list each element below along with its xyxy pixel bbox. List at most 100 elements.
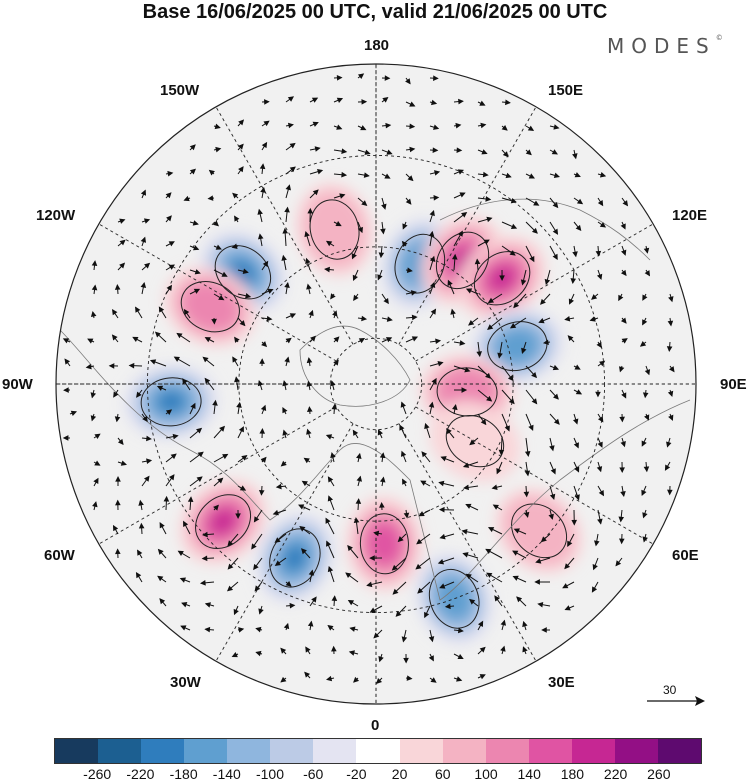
wind-vector <box>620 317 627 324</box>
wind-vector <box>141 218 151 224</box>
wind-vector <box>135 306 143 319</box>
wind-vector <box>93 477 99 487</box>
wind-vector <box>258 485 265 496</box>
wind-vector <box>525 365 538 379</box>
lon-label-180: 180 <box>364 37 390 54</box>
wind-vector <box>326 675 335 682</box>
wind-vector <box>501 124 508 131</box>
wind-vector <box>274 557 287 566</box>
wind-vector <box>444 603 455 610</box>
colorbar-swatch <box>141 739 185 763</box>
wind-vector <box>453 653 464 660</box>
wind-vector <box>258 605 264 615</box>
wind-vector <box>138 522 145 535</box>
wind-vector <box>261 141 268 151</box>
wind-vector <box>90 389 97 399</box>
wind-vector <box>453 627 464 634</box>
wind-vector <box>325 434 335 440</box>
colorbar-tick-label: 140 <box>517 766 541 782</box>
wind-vector <box>237 166 244 175</box>
wind-vector <box>309 168 324 175</box>
wind-vector <box>309 146 321 152</box>
wind-vector <box>232 192 239 199</box>
map-title: Base 16/06/2025 00 UTC, valid 21/06/2025… <box>142 1 608 23</box>
wind-vector <box>213 425 225 439</box>
wind-vector <box>549 364 560 371</box>
wind-vector <box>424 605 431 619</box>
wind-vector <box>307 620 314 631</box>
wind-vector <box>159 522 167 535</box>
wind-vector <box>429 75 439 81</box>
wind-vector <box>395 605 407 617</box>
colorbar-swatch <box>98 739 142 763</box>
wind-vector <box>91 260 98 271</box>
wind-vector <box>117 239 126 247</box>
wind-vector <box>237 455 248 463</box>
wind-vector <box>573 389 583 395</box>
wind-vector <box>428 230 435 247</box>
wind-vector <box>333 148 348 154</box>
land-outline <box>439 198 651 261</box>
wind-vector <box>140 281 147 295</box>
reference-vector-arrow <box>647 696 705 706</box>
wind-vector <box>548 509 554 520</box>
wind-vector <box>429 255 436 271</box>
lon-label-30e: 30E <box>548 674 575 691</box>
wind-vector <box>535 557 551 564</box>
wind-vector <box>189 451 204 463</box>
wind-vector <box>549 245 558 261</box>
wind-vector <box>165 284 172 295</box>
wind-vector <box>90 310 97 319</box>
wind-vector <box>513 528 527 535</box>
wind-vector <box>332 310 338 319</box>
wind-vector <box>573 364 581 370</box>
wind-vector <box>136 389 143 398</box>
streamline-contour <box>195 494 252 549</box>
wind-vector <box>428 629 435 643</box>
wind-vector <box>641 437 647 447</box>
wind-vector <box>572 149 578 160</box>
wind-vector <box>165 453 177 463</box>
colorbar-swatch <box>270 739 314 763</box>
wind-vector <box>140 236 147 247</box>
wind-vector <box>352 429 359 439</box>
wind-vector <box>114 284 121 295</box>
wind-vector <box>618 365 625 373</box>
wind-vector <box>117 437 124 446</box>
wind-vector <box>391 557 407 571</box>
wind-vector <box>549 197 559 209</box>
wind-vector <box>549 485 556 500</box>
wind-vector <box>257 208 263 223</box>
wind-vector <box>520 269 527 286</box>
wind-vector <box>381 96 389 103</box>
wind-vector <box>429 209 435 223</box>
wind-vector <box>305 646 311 655</box>
wind-vector <box>237 627 245 633</box>
wind-vector <box>234 376 240 391</box>
wind-vector <box>591 581 599 593</box>
wind-vector <box>380 221 386 235</box>
streamline-contour <box>473 251 531 306</box>
wind-vector <box>301 480 311 487</box>
wind-vector <box>285 313 297 319</box>
wind-vector <box>477 413 487 426</box>
wind-vector <box>189 168 196 175</box>
wind-vector <box>213 504 219 511</box>
wind-vector <box>189 144 196 151</box>
anomaly-shade <box>158 391 184 412</box>
wind-vector <box>421 451 431 463</box>
wind-vector <box>379 501 385 511</box>
wind-vector <box>501 245 516 256</box>
wind-vector <box>573 221 582 232</box>
wind-vector <box>260 404 267 415</box>
wind-vector <box>357 338 366 344</box>
wind-vector <box>666 437 672 448</box>
wind-vector <box>253 509 263 523</box>
wind-vector <box>405 290 417 296</box>
wind-vector <box>303 457 311 464</box>
colorbar-swatch <box>399 739 443 763</box>
lon-label-30w: 30W <box>170 674 201 691</box>
wind-vector <box>594 533 600 547</box>
wind-vector <box>285 580 292 587</box>
colorbar-tick-label: -180 <box>169 766 198 782</box>
